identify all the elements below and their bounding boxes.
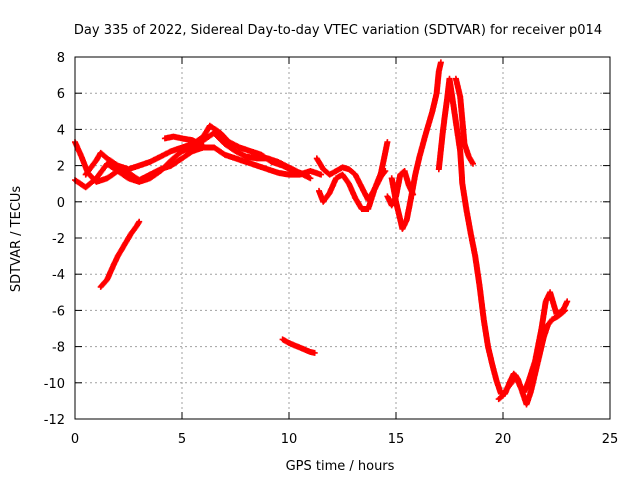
y-tick-label: 0 — [57, 196, 65, 211]
x-tick-label: 25 — [602, 432, 619, 447]
series-arc-11 — [435, 75, 569, 408]
series-arc-10 — [384, 168, 417, 209]
y-tick-label: -6 — [52, 304, 65, 319]
series-arc-8 — [316, 168, 389, 212]
data-point-markers — [97, 218, 143, 290]
y-tick-label: -4 — [52, 268, 65, 283]
x-tick-label: 10 — [281, 432, 298, 447]
data-point-markers — [161, 133, 207, 149]
data-point-markers — [316, 168, 389, 212]
x-tick-label: 5 — [178, 432, 186, 447]
y-tick-label: 8 — [57, 51, 65, 66]
data-point-markers — [82, 122, 310, 178]
series-arc-13 — [495, 289, 571, 403]
y-tick-label: -12 — [44, 413, 65, 428]
data-point-markers — [279, 336, 318, 356]
y-axis-label: SDTVAR / TECUs — [9, 186, 24, 293]
y-tick-label: 4 — [57, 123, 65, 138]
x-tick-label: 20 — [495, 432, 512, 447]
data-point-markers — [435, 75, 569, 408]
grid-lines — [75, 57, 610, 419]
x-tick-label: 15 — [388, 432, 405, 447]
data-point-markers — [388, 59, 444, 232]
data-point-markers — [384, 168, 417, 209]
chart-title: Day 335 of 2022, Sidereal Day-to-day VTE… — [74, 23, 602, 38]
y-tick-label: -8 — [52, 341, 65, 356]
data-points — [72, 59, 571, 408]
data-point-markers — [452, 75, 476, 167]
series-arc-5 — [97, 218, 143, 290]
x-tick-label: 0 — [71, 432, 79, 447]
y-tick-label: -2 — [52, 232, 65, 247]
x-axis-label: GPS time / hours — [286, 459, 395, 474]
series-arc-9 — [388, 59, 444, 232]
series-arc-12 — [452, 75, 476, 167]
y-tick-label: 2 — [57, 160, 65, 175]
data-point-markers — [495, 289, 571, 403]
y-tick-label: -10 — [44, 377, 65, 392]
series-arc-6 — [279, 336, 318, 356]
axis-ticks: 0 5 10 15 20 25 -12 -10 -8 -6 -4 -2 0 2 4 6 8 — [44, 51, 619, 447]
series-arc-3 — [82, 122, 310, 178]
series-arc-4 — [161, 133, 207, 149]
y-tick-label: 6 — [57, 87, 65, 102]
